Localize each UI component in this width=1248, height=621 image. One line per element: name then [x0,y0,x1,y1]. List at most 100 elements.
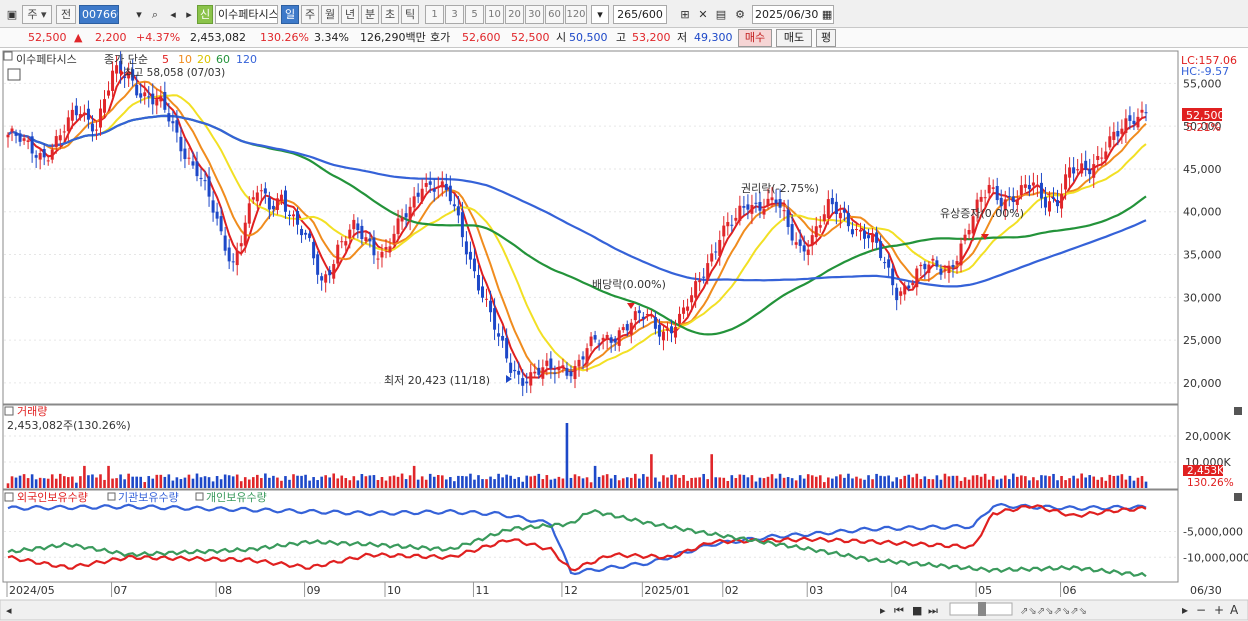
calendar-icon[interactable]: ▦ [821,8,833,21]
volume-bar [489,476,492,488]
volume-bar [167,474,171,488]
next-stock-icon[interactable]: ▸ [186,8,192,21]
prev-button[interactable]: 전 [56,5,76,24]
candle-body [78,113,82,118]
tab-week[interactable]: 주 [301,5,319,24]
individual-toggle-icon[interactable] [195,492,204,501]
chart-type-icon[interactable]: ⊞ [680,8,690,21]
chart-area[interactable]: 20,000 25,000 30,000 35,000 40,000 45,000 50,0… [0,48,1248,621]
save-icon[interactable]: ▤ [715,8,727,21]
scroll-right-icon[interactable]: ▸ [880,604,886,617]
interval-60[interactable]: 60 [545,5,564,24]
volume-bar [276,477,279,488]
volume-bar [171,480,175,488]
volume-bar [919,479,923,488]
tab-month[interactable]: 월 [321,5,339,24]
volume-collapse-icon[interactable] [4,406,14,416]
candle-body [1080,163,1084,174]
bottom-scrollbar[interactable] [0,599,1248,621]
sell-button[interactable]: 매도 [776,29,812,47]
volume-bar [473,479,476,488]
institution-toggle-icon[interactable] [107,492,116,501]
volume-bar [264,473,267,488]
candle-body [923,263,927,270]
stock-code-input[interactable]: 007660 [79,5,119,24]
interval-20[interactable]: 20 [505,5,524,24]
candle-body [304,232,308,235]
interval-120[interactable]: 120 [565,5,587,24]
chart-settings-icon[interactable]: ▣ [6,8,18,21]
gear-icon[interactable]: ⚙ [735,8,745,21]
volume-bar [440,475,444,488]
candle-body [850,229,854,235]
interval-10[interactable]: 10 [485,5,504,24]
grid-toggle-icon[interactable] [7,68,21,81]
candle-body [18,133,22,142]
volume-bar [1064,480,1067,488]
capital-increase-label: 유상증자(0.00%) [940,207,1024,220]
plus-icon[interactable]: + [1214,603,1224,617]
volume-bar [42,478,46,488]
candle-body [497,333,501,337]
cross-icon[interactable]: ✕ [698,8,708,21]
candle-body [348,229,352,239]
candle-body [903,285,907,295]
font-size-icon[interactable]: A [1230,603,1239,617]
eval-button[interactable]: 평 [816,29,836,47]
tab-second[interactable]: 초 [381,5,399,24]
candle-body [826,199,830,219]
zoom-out-icon[interactable]: ▸ [1182,603,1188,617]
count-total: /600 [638,8,663,21]
chart-canvas[interactable]: 20,000 25,000 30,000 35,000 40,000 45,000 50,0… [0,48,1248,621]
candle-body [82,112,86,116]
zoom-slider-handle[interactable] [978,602,986,616]
pattern-tools-icon[interactable]: ⇗⇘⇗⇘⇗⇘⇗⇘ [1020,606,1087,617]
count-field[interactable]: 265/600 [613,5,667,24]
stop-icon[interactable]: ■ [912,604,922,617]
panel-collapse-icon[interactable] [3,51,13,61]
volume-bar [103,479,106,488]
first-page-icon[interactable]: ⏮ [894,604,904,617]
tab-tick[interactable]: 틱 [401,5,419,24]
volume-current-tag [1183,465,1223,476]
interval-1[interactable]: 1 [425,5,444,24]
price-axis-label: 55,000 [1183,77,1222,90]
candle-body [151,93,155,105]
tab-minute[interactable]: 분 [361,5,379,24]
candle-body [485,298,489,300]
tab-day[interactable]: 일 [281,5,299,24]
prev-stock-icon[interactable]: ◂ [170,8,176,21]
search-icon[interactable]: ⌕ [151,8,159,21]
volume-bar [654,477,657,488]
candle-body [722,225,726,237]
last-page-icon[interactable]: ⏭ [928,604,938,617]
holdings-collapse-icon[interactable] [4,492,14,502]
holdings-close-icon[interactable] [1234,493,1242,501]
volume-bar [131,476,134,488]
new-flag-badge[interactable]: 신 [197,5,213,24]
volume-bar [629,477,633,488]
interval-3[interactable]: 3 [445,5,464,24]
volume-bar [1003,475,1007,488]
volume-bar [1096,479,1100,488]
buy-button[interactable]: 매수 [738,29,772,47]
volume-close-icon[interactable] [1234,407,1242,415]
candle-body [135,84,139,96]
interval-5[interactable]: 5 [465,5,484,24]
scroll-left-icon[interactable]: ◂ [6,604,12,617]
volume-bar [1040,475,1043,488]
x-axis-label: 02 [725,584,739,597]
interval-30[interactable]: 30 [525,5,544,24]
candle-body [947,265,951,274]
date-field[interactable]: 2025/06/30 ▦ [752,5,834,24]
volume-bar [770,474,774,488]
up-triangle-icon: ▲ [74,31,83,44]
tab-year[interactable]: 년 [341,5,359,24]
interval-dropdown[interactable]: ▾ [591,5,609,24]
chart-type-select[interactable]: 주 ▾ [22,5,52,24]
candle-body [633,311,637,321]
volume-bar [529,476,533,488]
dropdown-icon[interactable]: ▾ [136,8,142,21]
minus-icon[interactable]: − [1196,603,1206,617]
stock-name-field[interactable]: 이수페타시스 [215,5,278,24]
